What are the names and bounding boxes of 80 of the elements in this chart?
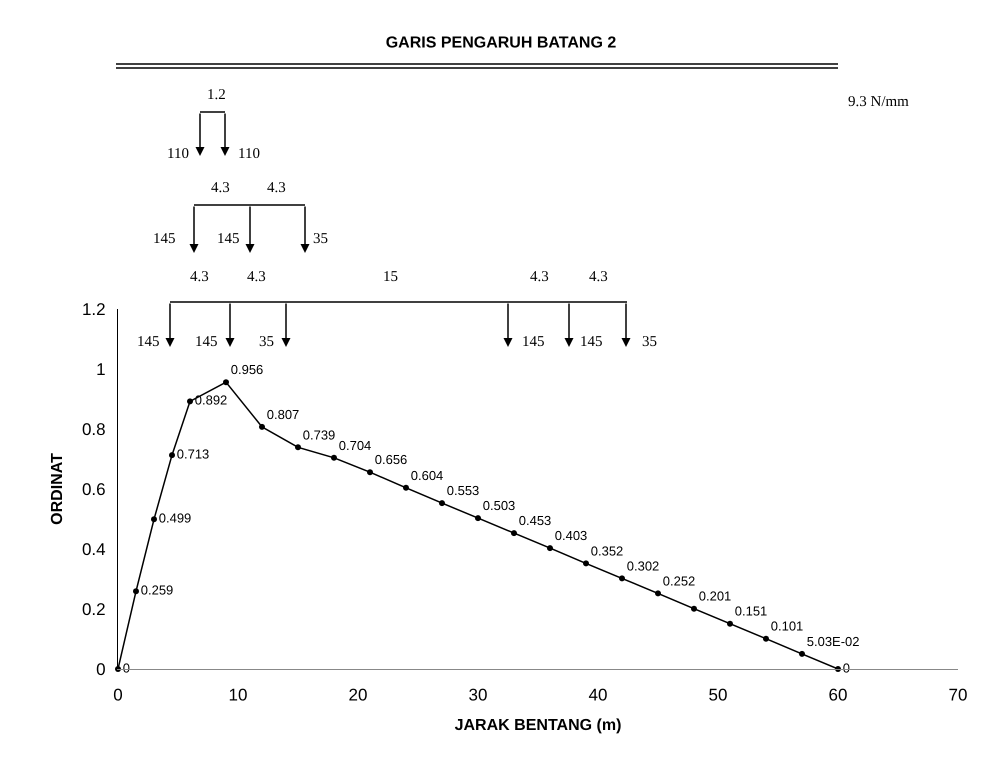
data-label: 0.453 — [518, 513, 552, 528]
annotation: 145 — [522, 334, 544, 350]
y-tick-label: 0 — [96, 660, 106, 679]
point — [511, 530, 517, 536]
y-tick-label: 0.2 — [82, 600, 106, 619]
point — [403, 484, 409, 491]
x-tick-label: 40 — [588, 685, 608, 704]
x-axis-title: JARAK BENTANG (m) — [454, 717, 622, 734]
data-label: 0.252 — [662, 573, 696, 588]
text: 1.2 — [207, 87, 226, 103]
text: 4.3 — [589, 269, 608, 285]
point — [169, 452, 175, 458]
data-label: 0.352 — [590, 543, 624, 558]
data-label: 0.302 — [626, 558, 660, 574]
data-label: 0.713 — [176, 446, 210, 462]
annotation: 35 — [259, 334, 274, 350]
text: 145 — [217, 231, 240, 247]
annotation: 145 — [580, 334, 602, 350]
data-label: 0.892 — [194, 392, 228, 408]
data-label: 0.739 — [302, 427, 336, 442]
text: 35 — [313, 231, 328, 247]
data-label: 0.503 — [482, 498, 516, 514]
point — [799, 650, 805, 657]
point — [691, 606, 697, 612]
chart-title: GARIS PENGARUH BATANG 2 — [386, 34, 616, 52]
point — [763, 636, 769, 642]
point — [439, 500, 445, 506]
x-tick-label: 20 — [348, 685, 368, 704]
data-label: 0.553 — [446, 483, 480, 498]
x-tick-label: 10 — [228, 685, 248, 704]
text: 145 — [153, 231, 176, 247]
data-label: 0.604 — [410, 468, 444, 483]
y-tick-label: 1.2 — [82, 300, 106, 319]
y-tick-label: 0.6 — [82, 480, 106, 499]
data-label: 5.03E-02 — [806, 634, 860, 649]
x-tick-label: 0 — [113, 685, 123, 704]
text: 4.3 — [211, 180, 230, 196]
point — [583, 560, 589, 566]
point — [727, 620, 733, 627]
point — [655, 590, 661, 596]
x-tick-label: 70 — [948, 685, 968, 704]
data-label: 0.403 — [554, 528, 588, 544]
data-label: 0.807 — [266, 406, 300, 422]
data-label: 0.101 — [770, 618, 804, 634]
point — [367, 469, 373, 476]
data-label: 0.656 — [374, 452, 408, 468]
y-tick-label: 1 — [96, 360, 106, 379]
data-label: 0.201 — [698, 588, 732, 604]
point — [331, 454, 337, 461]
y-axis-title: ORDINAT — [48, 452, 66, 525]
point — [259, 424, 265, 430]
point — [475, 515, 481, 522]
y-tick-label: 0.8 — [82, 420, 106, 439]
text: 110 — [167, 146, 189, 162]
annotation: 145 — [137, 334, 160, 350]
point — [547, 545, 553, 552]
text: 9.3 N/mm — [848, 94, 910, 110]
text: 15 — [383, 269, 398, 285]
text: 110 — [238, 146, 260, 162]
point — [133, 588, 139, 594]
x-tick-label: 30 — [468, 685, 488, 704]
x-tick-label: 50 — [708, 685, 728, 704]
data-label: 0.259 — [140, 582, 174, 598]
x-tick-label: 60 — [828, 685, 848, 704]
point — [295, 444, 301, 450]
text: 4.3 — [530, 269, 549, 285]
annotation: 35 — [642, 334, 657, 350]
data-label: 0.151 — [734, 604, 768, 619]
text: 4.3 — [247, 269, 266, 285]
text: 4.3 — [267, 180, 286, 196]
data-label: 0.956 — [230, 362, 264, 378]
y-tick-label: 0.4 — [82, 540, 106, 559]
point — [151, 516, 157, 522]
annotation: 145 — [195, 334, 218, 350]
point — [223, 379, 229, 386]
point — [187, 398, 193, 404]
data-label: 0.704 — [338, 438, 372, 453]
data-label: 0.499 — [158, 510, 192, 526]
point — [619, 575, 625, 582]
text: 4.3 — [190, 269, 209, 285]
